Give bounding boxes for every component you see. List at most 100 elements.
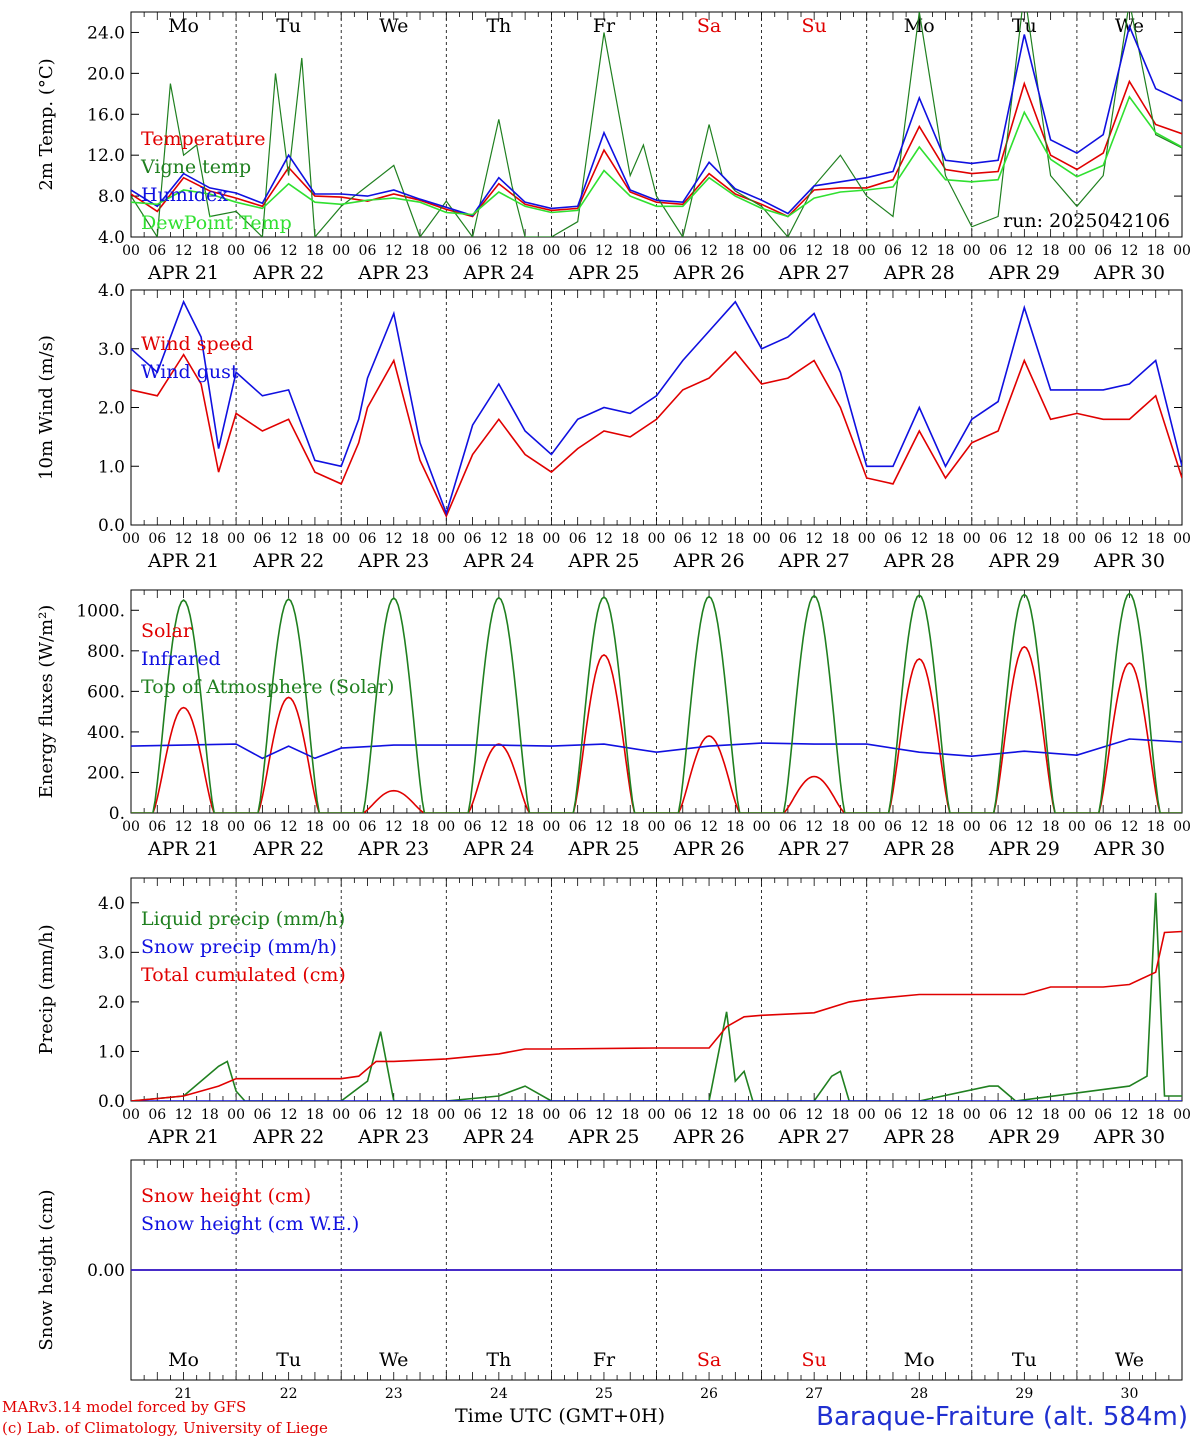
hour-label: 00 <box>1173 819 1191 835</box>
hour-label: 06 <box>884 243 902 259</box>
date-label: APR 24 <box>462 262 534 284</box>
weekday-label: Mo <box>168 15 199 37</box>
date-label: APR 29 <box>988 262 1060 284</box>
legend-entry: Snow height (cm W.E.) <box>141 1213 359 1235</box>
hour-label: 06 <box>674 243 692 259</box>
y-tick-label: 400. <box>87 723 125 743</box>
hour-label: 00 <box>227 1107 245 1123</box>
date-label: APR 30 <box>1093 550 1165 572</box>
series-line-total-cumulated-cm- <box>131 930 1182 1101</box>
hour-label: 18 <box>1147 819 1165 835</box>
hour-label: 12 <box>490 243 508 259</box>
legend-entry: Total cumulated (cm) <box>141 964 346 986</box>
hour-label: 00 <box>542 1107 560 1123</box>
hour-label: 12 <box>805 819 823 835</box>
hour-label: 18 <box>1147 531 1165 547</box>
hour-label: 12 <box>1015 243 1033 259</box>
hour-label: 12 <box>385 1107 403 1123</box>
hour-label: 00 <box>1173 243 1191 259</box>
hour-label: 00 <box>1173 531 1191 547</box>
hour-label: 06 <box>569 531 587 547</box>
date-label: APR 25 <box>567 838 639 860</box>
y-axis-label: Energy fluxes (W/m²) <box>36 605 57 799</box>
hour-label: 00 <box>648 1107 666 1123</box>
hour-label: 12 <box>595 819 613 835</box>
hour-label: 06 <box>253 819 271 835</box>
weekday-label: Mo <box>904 15 935 37</box>
hour-label: 00 <box>437 243 455 259</box>
hour-label: 18 <box>306 531 324 547</box>
y-tick-label: 0.00 <box>87 1261 125 1281</box>
hour-label: 06 <box>884 819 902 835</box>
hour-label: 06 <box>884 1107 902 1123</box>
hour-label: 00 <box>332 819 350 835</box>
hour-label: 12 <box>805 531 823 547</box>
date-label: APR 26 <box>673 838 745 860</box>
hour-label: 00 <box>963 819 981 835</box>
hour-label: 06 <box>884 531 902 547</box>
weekday-label: Fr <box>593 15 616 37</box>
hour-label: 18 <box>1147 1107 1165 1123</box>
hour-label: 00 <box>542 531 560 547</box>
legend-entry: Liquid precip (mm/h) <box>141 908 345 930</box>
weekday-label: We <box>379 15 408 37</box>
hour-label: 00 <box>332 1107 350 1123</box>
hour-label: 00 <box>437 1107 455 1123</box>
model-credit: MARv3.14 model forced by GFS <box>2 1398 247 1416</box>
hour-label: 18 <box>832 1107 850 1123</box>
y-tick-label: 8.0 <box>98 187 125 207</box>
y-tick-label: 12.0 <box>87 146 125 166</box>
day-number: 26 <box>700 1386 718 1400</box>
weekday-label: Fr <box>593 1349 616 1371</box>
hour-label: 12 <box>1121 1107 1139 1123</box>
legend-entry: DewPoint Temp <box>141 212 292 234</box>
weekday-label: Su <box>802 15 827 37</box>
hour-label: 12 <box>910 1107 928 1123</box>
hour-label: 00 <box>437 819 455 835</box>
hour-label: 06 <box>1094 1107 1112 1123</box>
hour-label: 00 <box>1068 819 1086 835</box>
date-label: APR 24 <box>462 1126 534 1148</box>
legend-entry: Snow precip (mm/h) <box>141 936 337 958</box>
date-label: APR 24 <box>462 838 534 860</box>
y-tick-label: 600. <box>87 682 125 702</box>
hour-label: 06 <box>779 243 797 259</box>
hour-label: 18 <box>621 531 639 547</box>
weekday-label: Tu <box>276 15 301 37</box>
hour-label: 00 <box>122 819 140 835</box>
hour-label: 18 <box>937 1107 955 1123</box>
hour-label: 18 <box>411 531 429 547</box>
day-number: 21 <box>175 1386 193 1400</box>
hour-label: 00 <box>753 243 771 259</box>
weekday-label: Su <box>802 1349 827 1371</box>
hour-label: 18 <box>832 531 850 547</box>
hour-label: 06 <box>1094 531 1112 547</box>
hour-label: 06 <box>253 531 271 547</box>
hour-label: 12 <box>1121 531 1139 547</box>
day-number: 27 <box>805 1386 823 1400</box>
hour-label: 18 <box>201 819 219 835</box>
hour-label: 06 <box>569 819 587 835</box>
hour-label: 06 <box>464 819 482 835</box>
legend-entry: Temperature <box>141 128 265 150</box>
hour-label: 06 <box>779 531 797 547</box>
y-tick-label: 0.0 <box>98 516 125 536</box>
date-label: APR 27 <box>778 550 850 572</box>
date-label: APR 26 <box>673 262 745 284</box>
legend-entry: Solar <box>141 620 193 642</box>
date-label: APR 22 <box>252 550 324 572</box>
hour-label: 00 <box>227 819 245 835</box>
hour-label: 18 <box>516 819 534 835</box>
weekday-label: We <box>379 1349 408 1371</box>
hour-label: 12 <box>805 1107 823 1123</box>
date-label: APR 23 <box>357 1126 429 1148</box>
hour-label: 18 <box>306 1107 324 1123</box>
hour-label: 12 <box>490 1107 508 1123</box>
day-number: 28 <box>910 1386 928 1400</box>
hour-label: 06 <box>989 531 1007 547</box>
weekday-label: We <box>1115 1349 1144 1371</box>
legend-entry: Infrared <box>141 648 221 670</box>
hour-label: 18 <box>1042 531 1060 547</box>
weekday-label: Tu <box>1012 15 1037 37</box>
hour-label: 12 <box>1015 1107 1033 1123</box>
